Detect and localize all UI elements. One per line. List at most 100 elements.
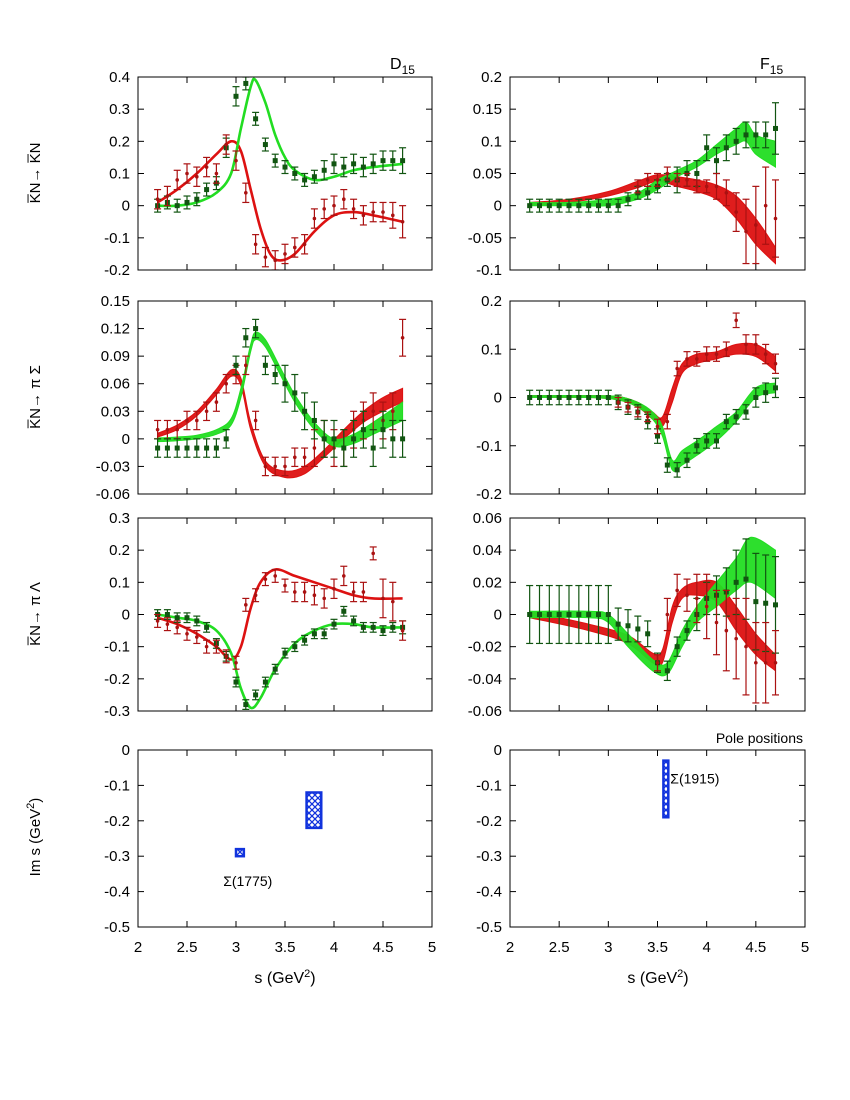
data-point-red [310, 208, 318, 229]
data-point-red [772, 353, 779, 374]
data-point-green [310, 628, 318, 640]
data-point-red [222, 649, 230, 664]
data-point-red [683, 578, 691, 612]
data-point-red [634, 406, 642, 418]
data-point-green [330, 153, 338, 175]
data-point-green [281, 647, 289, 659]
data-point-red [399, 318, 407, 357]
data-point-green [399, 147, 407, 175]
data-point-red [281, 456, 289, 477]
data-point-red [359, 205, 367, 226]
data-point-red [663, 166, 671, 181]
band-green-F15-KN-KN [529, 121, 776, 207]
data-point-green [555, 389, 563, 406]
data-point-red [330, 578, 338, 600]
data-point-green [350, 419, 358, 458]
data-point-green [389, 419, 397, 458]
data-point-green [673, 462, 681, 478]
data-point-red [654, 172, 661, 187]
data-point-red [644, 172, 652, 187]
data-point-red [742, 334, 750, 355]
y-tick-label: 0.15 [473, 101, 502, 118]
y-tick-label: -0.1 [104, 639, 130, 656]
data-point-green [232, 676, 240, 688]
data-point-red [222, 134, 230, 155]
y-tick-label: 0.02 [473, 574, 502, 591]
data-point-green [320, 628, 328, 640]
y-tick-label: -0.2 [476, 486, 502, 503]
data-point-red [271, 250, 279, 270]
data-point-green [183, 438, 191, 458]
data-point-red [232, 150, 240, 171]
x-tick-label: 3 [232, 939, 240, 956]
y-tick-label: -0.06 [468, 703, 502, 720]
panel-F15-KN-KN: -0.1 -0.05 0 0.05 0.1 0.15 0.2 [468, 69, 806, 279]
data-point-red [389, 201, 397, 229]
band-red-F15-KN-KN [529, 174, 776, 265]
data-point-green [526, 389, 534, 406]
data-point-red [722, 589, 730, 672]
data-point-green [389, 150, 397, 171]
data-point-green [242, 699, 250, 710]
data-point-red [762, 343, 770, 365]
y-tick-label: -0.06 [96, 486, 130, 503]
row-label-im-s: Im s (GeV2) [25, 798, 44, 877]
data-point-green [193, 615, 201, 627]
data-point-red [722, 179, 730, 207]
data-point-red [261, 456, 269, 477]
pole-box [234, 847, 246, 858]
data-point-red [281, 243, 289, 265]
data-point-red [212, 392, 220, 412]
y-tick-label: 0.1 [481, 341, 502, 358]
data-point-red [693, 179, 701, 194]
plot-frame [137, 749, 433, 928]
panel-F15-poles: Σ(1915) 2 2.5 3 3.5 4 4.5 5 -0.5 -0.4 -0.3 -0.2 -0.1… [476, 730, 809, 956]
pole-label: Σ(1775) [223, 873, 272, 889]
data-point-green [242, 77, 250, 91]
curve-green-D15-KN-KN [157, 77, 403, 208]
data-point-green [369, 429, 377, 468]
data-point-red [399, 620, 407, 641]
data-point-red [261, 246, 269, 268]
y-tick-label: 0.03 [101, 403, 130, 420]
data-point-green [301, 172, 309, 187]
x-tick-label: 4 [330, 939, 338, 956]
data-point-red [654, 654, 661, 672]
data-point-green [369, 153, 377, 175]
x-axis-label-left: s (GeV2) [254, 968, 315, 987]
data-point-red [281, 578, 289, 593]
data-point-green [604, 584, 612, 645]
y-tick-label: -0.3 [104, 848, 130, 865]
data-point-red [752, 621, 760, 704]
data-point-green [575, 198, 583, 213]
y-tick-label: 0 [494, 607, 502, 624]
data-point-green [291, 641, 299, 653]
data-point-green [193, 192, 201, 207]
data-point-green [301, 634, 309, 646]
data-point-red [614, 396, 622, 408]
data-point-red [212, 639, 220, 654]
row-label-kn-pisigma: K̅N→ π Σ [27, 365, 44, 429]
y-tick-label: 0 [494, 198, 502, 215]
data-point-green [575, 584, 583, 645]
data-point-green [624, 609, 632, 643]
data-point-red [193, 166, 201, 187]
y-tick-label: -0.05 [468, 230, 502, 247]
y-tick-label: 0.2 [481, 293, 502, 310]
y-tick-label: -0.1 [104, 230, 130, 247]
data-point-green [261, 355, 269, 376]
y-tick-label: -0.4 [104, 884, 130, 901]
data-point-red [722, 341, 730, 358]
y-tick-label: -0.03 [96, 458, 130, 475]
panel-D15-KN-piLambda: -0.3 -0.2 -0.1 0 0.1 0.2 0.3 [104, 510, 433, 720]
x-tick-label: 4 [702, 939, 710, 956]
data-point-green [752, 121, 760, 149]
y-tick-label: -0.3 [476, 848, 502, 865]
y-tick-label: 0.2 [109, 133, 130, 150]
x-tick-label: 5 [428, 939, 436, 956]
data-point-green [183, 612, 191, 624]
y-tick-label: 0.1 [109, 166, 130, 183]
data-point-red [732, 192, 740, 232]
data-point-green [742, 121, 750, 149]
data-point-green [330, 419, 338, 458]
